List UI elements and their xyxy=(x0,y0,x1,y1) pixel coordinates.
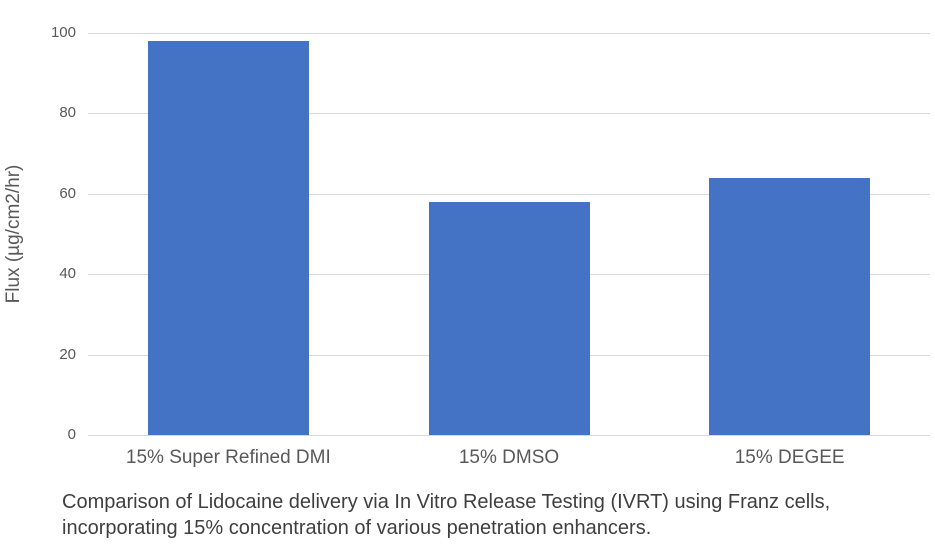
caption-line-2: incorporating 15% concentration of vario… xyxy=(62,517,652,539)
x-category-label: 15% DEGEE xyxy=(734,447,845,468)
y-tick-label: 60 xyxy=(59,184,76,202)
y-tick-label: 20 xyxy=(59,345,76,363)
gridline xyxy=(88,193,930,195)
y-tick-label: 0 xyxy=(67,426,76,444)
gridline xyxy=(88,33,930,34)
x-category-label: 15% Super Refined DMI xyxy=(125,447,331,468)
gridline xyxy=(88,113,930,115)
chart-caption: Comparison of Lidocaine delivery via In … xyxy=(62,489,902,541)
bar-15-dmso xyxy=(428,201,590,435)
bar-15-degee xyxy=(709,177,871,435)
bar-15-super-refined-dmi xyxy=(147,41,309,435)
y-tick-label: 80 xyxy=(59,104,76,122)
caption-line-1: Comparison of Lidocaine delivery via In … xyxy=(62,491,831,513)
y-tick-label: 40 xyxy=(59,265,76,283)
plot-area xyxy=(88,33,930,436)
gridline xyxy=(88,435,930,436)
x-category-label: 15% DMSO xyxy=(458,447,560,468)
y-tick-label: 100 xyxy=(50,24,76,42)
